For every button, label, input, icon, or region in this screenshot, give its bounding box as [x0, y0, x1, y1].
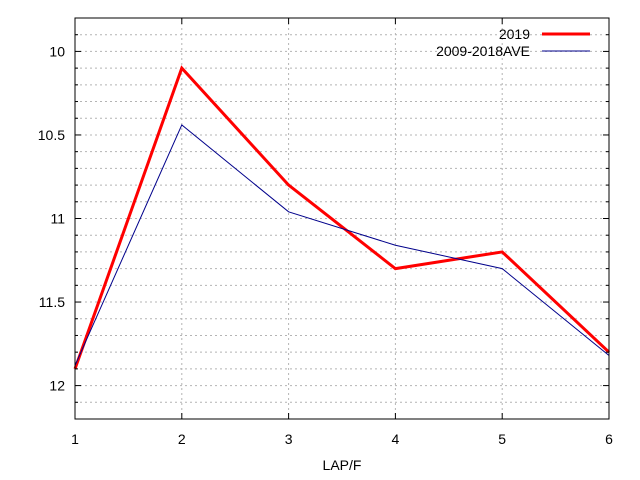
legend-label: 2019: [499, 26, 530, 42]
x-tick-label: 2: [178, 431, 186, 447]
y-tick-label: 10.5: [38, 127, 65, 143]
y-tick-label: 10: [49, 43, 65, 59]
y-tick-label: 11: [50, 211, 65, 227]
series-lines: [73, 65, 611, 370]
series-line-average: [74, 124, 610, 366]
x-tick-label: 4: [392, 431, 400, 447]
y-tick-label: 11.5: [39, 294, 65, 310]
x-tick-label: 1: [71, 431, 79, 447]
x-tick-label: 5: [498, 431, 506, 447]
x-tick-label: 3: [285, 431, 293, 447]
legend-label: 2009-2018AVE: [436, 43, 530, 59]
x-axis-label: LAP/F: [323, 457, 362, 473]
series-line-primary: [73, 65, 611, 370]
x-tick-label: 6: [605, 431, 613, 447]
y-tick-label: 12: [49, 378, 65, 394]
